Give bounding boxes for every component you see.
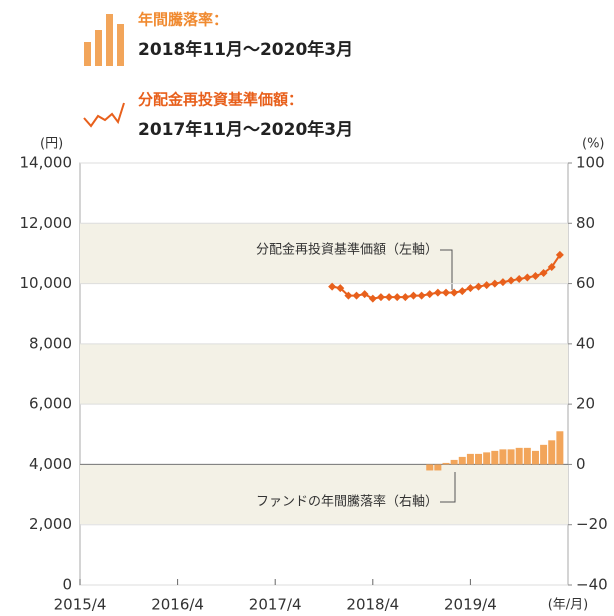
annotation: 分配金再投資基準価額（左軸） [256, 242, 438, 258]
line-marker [539, 269, 548, 278]
y-axis-label: (円) [40, 137, 63, 152]
line-marker [450, 288, 459, 297]
y-tick-label: 2,000 [29, 515, 72, 533]
y-tick-label: 0 [62, 576, 72, 594]
line-marker [352, 291, 361, 300]
line-marker [482, 281, 491, 290]
line-marker [555, 250, 564, 259]
line-marker [336, 284, 345, 293]
leader-line [440, 249, 453, 290]
line-marker [401, 293, 410, 302]
line-marker [474, 282, 483, 291]
line-marker [417, 291, 426, 300]
legend-period: 2017年11月～2020年3月 [138, 119, 353, 140]
legend-title: 年間騰落率： [138, 11, 228, 29]
line-marker [523, 273, 532, 282]
y-tick-label: 12,000 [20, 214, 73, 232]
bar [548, 440, 556, 465]
y2-tick-label: −20 [576, 515, 608, 533]
line-marker [425, 290, 434, 299]
line-marker [498, 278, 507, 287]
bar [556, 431, 564, 465]
y2-tick-label: 80 [576, 214, 595, 232]
line-marker [458, 287, 467, 296]
bar [466, 453, 474, 465]
line-marker [442, 288, 450, 297]
bar [475, 453, 483, 465]
legend-icons [83, 14, 125, 128]
line-marker [360, 290, 369, 299]
bar [531, 450, 539, 465]
bar [483, 452, 491, 465]
line-marker [393, 293, 402, 302]
line-marker [466, 284, 475, 293]
bar [442, 462, 450, 465]
band [80, 464, 568, 524]
legend-period: 2018年11月～2020年3月 [138, 39, 353, 60]
line-marker [547, 262, 556, 271]
y2-tick-label: 60 [576, 274, 595, 292]
bar [540, 444, 548, 465]
y-tick-label: 10,000 [20, 274, 73, 292]
y2-tick-label: 20 [576, 395, 595, 413]
y2-tick-label: 0 [576, 455, 586, 473]
y-tick-label: 4,000 [29, 455, 72, 473]
y2-axis-label: (%) [582, 137, 605, 152]
x-tick-label: 2016/4 [151, 596, 204, 614]
line-marker [490, 279, 499, 288]
line-marker [433, 288, 442, 297]
x-tick-label: 2019/4 [444, 596, 497, 614]
bar [523, 447, 531, 465]
line-marker [409, 291, 418, 300]
bar [515, 447, 523, 465]
x-tick-label: 2017/4 [249, 596, 302, 614]
y-tick-label: 6,000 [29, 395, 72, 413]
bar [434, 464, 442, 471]
legend-bar-icon [117, 24, 124, 66]
bar [499, 449, 507, 465]
x-tick-label: 2015/4 [54, 596, 107, 614]
bar [458, 456, 466, 465]
line-marker [385, 293, 394, 302]
line-marker [328, 282, 337, 291]
x-axis-label: (年/月) [548, 598, 589, 613]
legend-line-icon [83, 102, 125, 128]
y-tick-label: 8,000 [29, 334, 72, 352]
line-marker [368, 294, 377, 303]
leader-line [440, 472, 456, 503]
line-marker [507, 276, 516, 285]
line-marker [515, 275, 524, 284]
line-marker [376, 293, 385, 302]
y2-tick-label: −40 [576, 576, 608, 594]
band [80, 344, 568, 404]
annotation: ファンドの年間騰落率（右軸） [256, 494, 438, 510]
plot-background [79, 162, 569, 586]
band [80, 223, 568, 284]
bar [426, 464, 434, 471]
y2-tick-label: 100 [576, 154, 605, 172]
x-tick-label: 2018/4 [346, 596, 399, 614]
y-tick-label: 14,000 [20, 154, 73, 172]
bar [491, 450, 499, 465]
y2-tick-label: 40 [576, 334, 595, 352]
bar [450, 459, 458, 465]
legend-bar-icon [95, 30, 102, 66]
line-marker [344, 291, 353, 300]
legend-bar-icon [106, 14, 113, 66]
legend-bar-icon [84, 42, 91, 66]
bar [507, 449, 515, 465]
legend-title: 分配金再投資基準価額： [138, 91, 303, 109]
line-marker [531, 272, 540, 281]
